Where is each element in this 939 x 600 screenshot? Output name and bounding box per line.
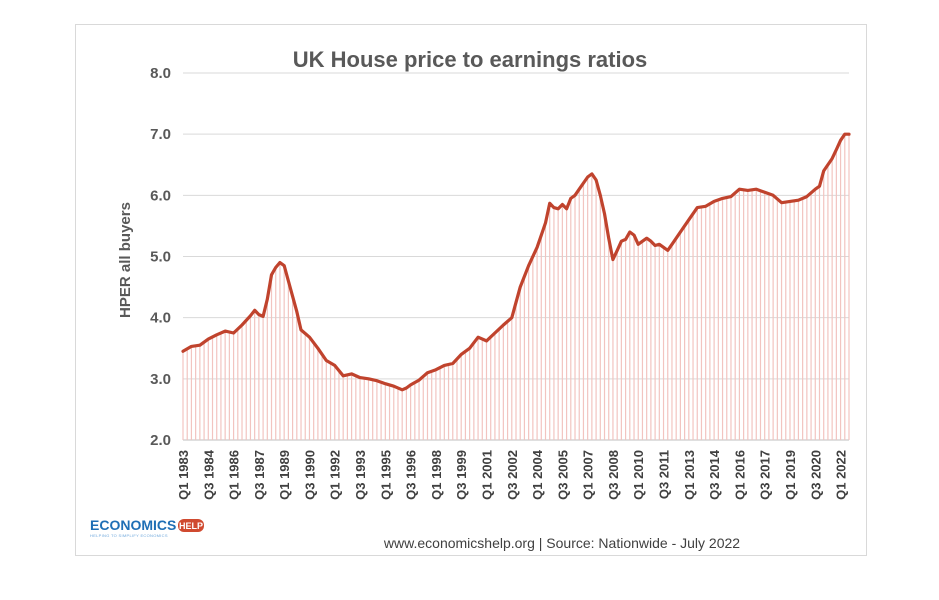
x-tick-label: Q1 2004: [530, 449, 545, 500]
x-tick-label: Q1 1995: [378, 450, 393, 500]
x-tick-label: Q3 1990: [303, 450, 318, 500]
y-tick-label: 3.0: [150, 371, 171, 388]
area-fill-layer: [182, 134, 850, 440]
logo-help-badge: [178, 519, 204, 532]
y-tick-label: 8.0: [150, 65, 171, 82]
y-axis-label: HPER all buyers: [117, 202, 134, 318]
y-tick-label: 7.0: [150, 126, 171, 143]
logo-tagline: HELPING TO SIMPLIFY ECONOMICS: [90, 533, 168, 538]
x-tick-label: Q3 2017: [758, 450, 773, 500]
y-tick-label: 5.0: [150, 249, 171, 266]
x-tick-label: Q3 1993: [353, 450, 368, 500]
y-tick-label: 4.0: [150, 310, 171, 327]
x-tick-label: Q3 2011: [657, 450, 672, 499]
y-axis-ticks: 2.0 3.0 4.0 5.0 6.0 7.0 8.0: [150, 65, 171, 449]
x-tick-label: Q3 1999: [454, 450, 469, 500]
x-tick-label: Q3 2020: [808, 450, 823, 500]
y-tick-label: 2.0: [150, 432, 171, 449]
x-tick-label: Q3 2014: [707, 449, 722, 500]
x-tick-label: Q1 2013: [682, 450, 697, 500]
chart-canvas: UK House price to earnings ratios 2.0 3.0…: [90, 47, 851, 551]
x-tick-label: Q1 2022: [834, 450, 849, 500]
x-tick-label: Q1 2010: [631, 450, 646, 500]
x-tick-label: Q1 1986: [227, 450, 242, 500]
x-tick-label: Q1 1989: [277, 450, 292, 500]
logo-text: ECONOMICS: [90, 517, 176, 533]
chart-title: UK House price to earnings ratios: [293, 47, 648, 72]
x-axis-ticks: Q1 1983 Q3 1984 Q1 1986 Q3 1987 Q1 1989 Q3 19…: [176, 449, 849, 500]
x-tick-label: Q1 2001: [480, 450, 495, 500]
x-tick-label: Q3 1996: [404, 450, 419, 500]
economics-help-logo: ECONOMICS HELP HELPING TO SIMPLIFY ECONO…: [90, 517, 204, 538]
x-tick-label: Q1 1998: [429, 450, 444, 500]
x-tick-label: Q1 2016: [732, 450, 747, 500]
x-tick-label: Q3 1984: [201, 449, 216, 500]
x-tick-label: Q3 2002: [505, 450, 520, 500]
x-tick-label: Q1 1983: [176, 450, 191, 500]
x-tick-label: Q1 1992: [328, 450, 343, 500]
x-tick-label: Q1 2007: [581, 450, 596, 500]
x-tick-label: Q3 2005: [555, 450, 570, 500]
logo-help-text: HELP: [179, 521, 203, 531]
chart-frame: UK House price to earnings ratios 2.0 3.0…: [75, 24, 867, 556]
line-layer: [181, 132, 851, 392]
source-note: www.economicshelp.org | Source: Nationwi…: [383, 535, 740, 551]
series-line: [181, 132, 851, 392]
x-tick-label: Q3 1987: [252, 450, 267, 500]
x-tick-label: Q3 2008: [606, 450, 621, 500]
y-tick-label: 6.0: [150, 187, 171, 204]
x-tick-label: Q1 2019: [783, 450, 798, 500]
